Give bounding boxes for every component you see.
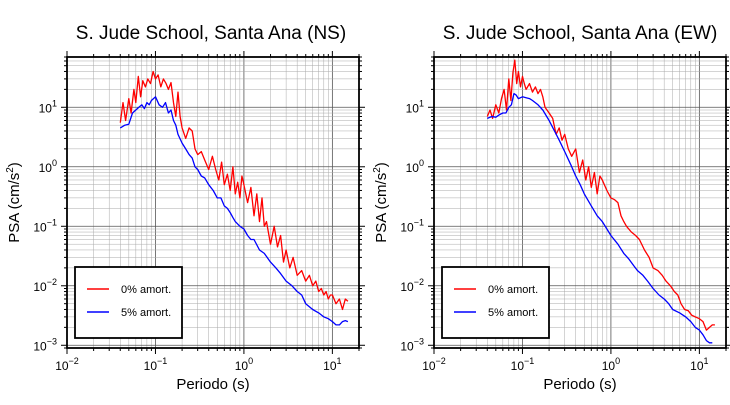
x-tick-label: 101 — [323, 356, 341, 373]
x-tick-label: 100 — [235, 356, 253, 373]
y-tick-label: 10−1 — [33, 217, 57, 234]
legend-box — [441, 266, 550, 339]
axis-ticks — [61, 51, 365, 354]
legend: 0% amort. 5% amort. — [74, 266, 183, 339]
y-tick-label: 10−3 — [400, 336, 424, 353]
legend-box — [74, 266, 183, 339]
series-line-2 — [119, 96, 349, 326]
x-axis-label: Periodo (s) — [176, 376, 249, 393]
x-tick-label: 10−2 — [55, 356, 79, 373]
plot-frame — [66, 56, 360, 349]
chart-title: S. Jude School, Santa Ana (EW) — [443, 23, 718, 44]
y-tick-label: 10−2 — [33, 277, 57, 294]
series-line-2 — [487, 92, 713, 344]
axis-ticks — [428, 51, 730, 354]
x-tick-label: 100 — [602, 356, 620, 373]
chart-panel-1: 10−2 10−1 100 101 10−3 10−2 10−1 100 101 S. Jude … — [5, 23, 365, 393]
series-line-1 — [486, 59, 715, 331]
y-tick-label: 10−2 — [400, 277, 424, 294]
y-tick-label: 100 — [39, 158, 57, 175]
legend: 0% amort. 5% amort. — [441, 266, 550, 339]
y-tick-label: 10−3 — [33, 336, 57, 353]
x-tick-label: 10−1 — [511, 356, 535, 373]
legend-label-1: 0% amort. — [488, 284, 538, 296]
y-axis-label: PSA (cm/s2) — [372, 162, 390, 243]
legend-label-2: 5% amort. — [121, 307, 171, 319]
x-tick-label: 101 — [690, 356, 708, 373]
y-tick-label: 101 — [39, 98, 57, 115]
x-axis-label: Periodo (s) — [543, 376, 616, 393]
grid-lines — [66, 56, 360, 349]
series-line-1 — [119, 70, 349, 311]
plot-frame — [433, 56, 727, 349]
x-tick-label: 10−2 — [422, 356, 446, 373]
y-tick-label: 100 — [406, 158, 424, 175]
x-tick-label: 10−1 — [144, 356, 168, 373]
legend-label-1: 0% amort. — [121, 284, 171, 296]
chart-title: S. Jude School, Santa Ana (NS) — [76, 23, 346, 44]
y-tick-label: 101 — [406, 98, 424, 115]
legend-label-2: 5% amort. — [488, 307, 538, 319]
y-tick-label: 10−1 — [400, 217, 424, 234]
y-axis-label: PSA (cm/s2) — [5, 162, 23, 243]
chart-panel-2: 10−2 10−1 100 101 10−3 10−2 10−1 100 101 S. Jude … — [372, 23, 730, 393]
